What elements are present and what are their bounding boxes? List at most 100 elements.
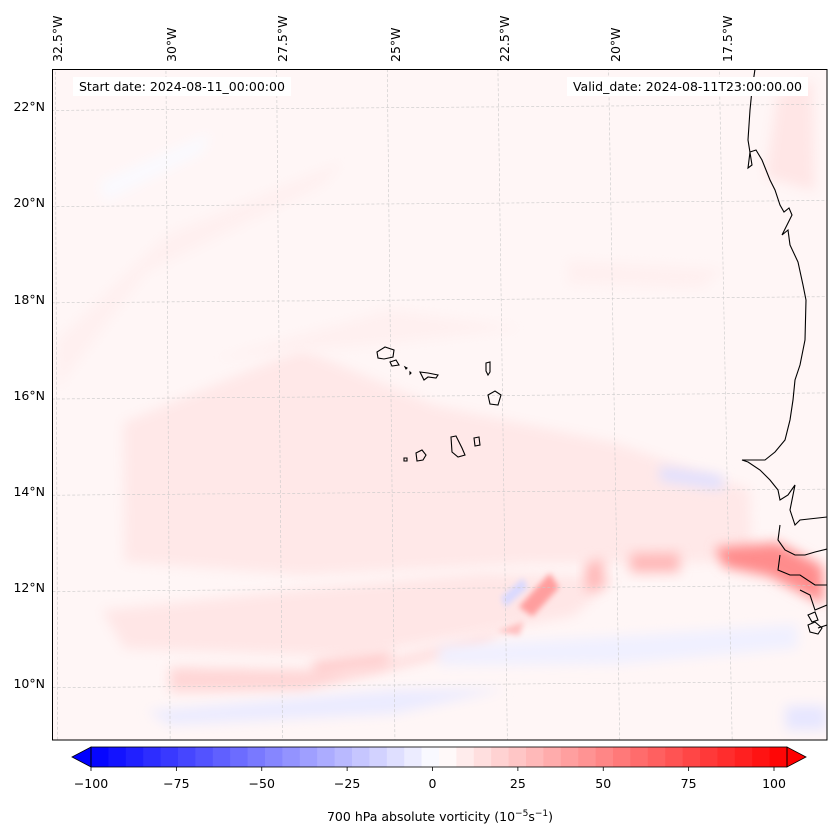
colorbar-cell [613,747,631,767]
colorbar-cell [265,747,283,767]
colorbar-cell [404,747,423,767]
colorbar-cell [682,747,701,767]
colorbar-cell [456,747,475,767]
colorbar-tick-label: −25 [334,776,360,791]
island-outline [415,449,427,462]
parallel-line [52,488,827,496]
vorticity-contour-positive [212,309,524,360]
longitude-label: 27.5°W [275,16,290,62]
island-outline [403,365,408,370]
colorbar-cell [108,747,127,767]
parallel-line [52,585,827,592]
vorticity-contour-negative [100,133,211,202]
colorbar-cell [717,747,736,767]
parallel-line [52,392,827,400]
colorbar-cell [700,747,718,767]
longitude-label: 20°W [608,27,623,62]
parallel-line [52,681,827,688]
parallel-line [52,103,827,111]
colorbar-ticks: −100 −75 −50 −25 0 25 50 75 100 [74,767,786,791]
coastline [817,624,827,629]
colorbar-cell [734,747,753,767]
latitude-label: 20°N [13,195,45,210]
valid-date-label: Valid_date: 2024-08-11T23:00:00.00 [566,77,808,96]
latitude-label: 18°N [13,292,45,307]
colorbar-cell [578,747,597,767]
colorbar-tick-label: −100 [74,776,108,791]
colorbar-cell [769,747,788,767]
colorbar-cell [473,747,492,767]
colorbar-cell [299,747,318,767]
latitude-label: 10°N [13,676,45,691]
vorticity-contour-positive [630,552,680,573]
coastline [777,554,827,586]
colorbar-tick-label: 0 [429,776,437,791]
vorticity-contour-positive [496,621,524,636]
vorticity-contour-negative [500,578,528,608]
island-outline [389,359,400,367]
colorbar-cell [630,747,649,767]
colorbar-cell [386,747,405,767]
colorbar-extend-high [786,746,807,768]
colorbar-cell [91,747,109,767]
island-outline [376,346,395,360]
island-outline [409,370,412,376]
vorticity-contour-negative [147,688,507,726]
colorbar-cell [508,747,527,767]
colorbar-cell [334,747,353,767]
colorbar-tick-label: 100 [762,776,786,791]
colorbar-extend-low [71,746,92,768]
colorbar-cell [595,747,614,767]
meridian-line [165,69,171,740]
colorbar-label: 700 hPa absolute vorticity (10−5s−1) [327,809,553,824]
coastline [807,611,819,623]
colorbar-tick-label: 75 [681,776,697,791]
parallel-line [52,200,827,207]
longitude-label: 25°W [388,27,403,62]
colorbar-tick-label: 25 [510,776,526,791]
colorbar-cell [352,747,370,767]
colorbar-cell [369,747,388,767]
island-outline [485,361,491,377]
colorbar-cell [195,747,214,767]
longitude-label: 17.5°W [720,16,735,62]
gridlines [52,69,827,740]
colorbar-cell [752,747,771,767]
colorbar-tick-label: 50 [595,776,611,791]
colorbar-tick-label: −75 [163,776,189,791]
vorticity-contour-positive [56,161,344,390]
colorbar-cell [160,747,179,767]
colorbar-cell [665,747,684,767]
vorticity-contour-positive [123,348,752,575]
meridian-line [386,69,396,740]
colorbar-cell [543,747,562,767]
meridian-line [54,69,59,740]
colorbar-cell [143,747,162,767]
longitude-label: 32.5°W [50,16,65,62]
meridian-line [276,69,283,740]
start-date-label: Start date: 2024-08-11_00:00:00 [73,77,291,96]
coastline [741,69,827,527]
longitude-label: 22.5°W [497,16,512,62]
colorbar-cell [247,747,266,767]
vorticity-contour-positive [102,573,618,657]
vorticity-contour-positive [765,80,815,191]
vorticity-field [56,80,827,730]
colorbar: −100 −75 −50 −25 0 25 50 75 100 700 hPa absolute… [71,746,807,824]
latitude-label: 12°N [13,580,45,595]
colorbar-cell [491,747,510,767]
vorticity-contour-positive [313,651,394,676]
coastlines [376,69,827,635]
latitude-labels: 22°N 20°N 18°N 16°N 14°N 12°N 10°N [13,99,45,691]
vorticity-contour-positive [518,573,559,617]
island-outline [450,435,466,458]
meridian-line [497,69,508,740]
vorticity-contour-positive [585,558,604,593]
colorbar-cell [282,747,301,767]
island-outline [473,436,481,447]
latitude-label: 14°N [13,484,45,499]
vorticity-contour-positive [715,542,824,605]
colorbar-cell [421,747,440,767]
meridian-line [718,69,733,740]
